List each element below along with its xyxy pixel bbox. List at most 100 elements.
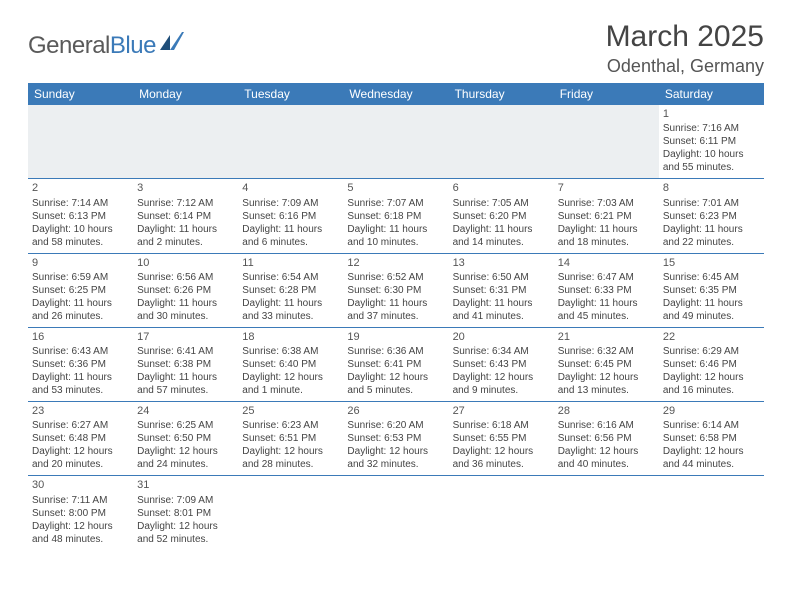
daylight-label: Daylight: 12 hours and 32 minutes. xyxy=(347,445,444,471)
sunset-label: Sunset: 6:48 PM xyxy=(32,432,129,445)
sunset-label: Sunset: 6:41 PM xyxy=(347,358,444,371)
daylight-label: Daylight: 11 hours and 57 minutes. xyxy=(137,371,234,397)
sunrise-label: Sunrise: 7:01 AM xyxy=(663,197,760,210)
sunset-label: Sunset: 6:18 PM xyxy=(347,210,444,223)
sunrise-label: Sunrise: 7:12 AM xyxy=(137,197,234,210)
sunset-label: Sunset: 6:56 PM xyxy=(558,432,655,445)
calendar-row: 2Sunrise: 7:14 AMSunset: 6:13 PMDaylight… xyxy=(28,179,764,253)
calendar-day-cell: 4Sunrise: 7:09 AMSunset: 6:16 PMDaylight… xyxy=(238,179,343,253)
sunrise-label: Sunrise: 6:47 AM xyxy=(558,271,655,284)
sunrise-label: Sunrise: 7:11 AM xyxy=(32,494,129,507)
daylight-label: Daylight: 12 hours and 16 minutes. xyxy=(663,371,760,397)
day-number: 2 xyxy=(32,181,129,195)
calendar-empty-cell xyxy=(449,105,554,179)
sunrise-label: Sunrise: 6:54 AM xyxy=(242,271,339,284)
daylight-label: Daylight: 10 hours and 58 minutes. xyxy=(32,223,129,249)
calendar-day-cell: 21Sunrise: 6:32 AMSunset: 6:45 PMDayligh… xyxy=(554,327,659,401)
sunrise-label: Sunrise: 7:05 AM xyxy=(453,197,550,210)
calendar-day-cell: 18Sunrise: 6:38 AMSunset: 6:40 PMDayligh… xyxy=(238,327,343,401)
sunset-label: Sunset: 6:46 PM xyxy=(663,358,760,371)
calendar-day-cell: 19Sunrise: 6:36 AMSunset: 6:41 PMDayligh… xyxy=(343,327,448,401)
sunrise-label: Sunrise: 7:09 AM xyxy=(242,197,339,210)
calendar-empty-cell xyxy=(554,476,659,550)
sunset-label: Sunset: 8:00 PM xyxy=(32,507,129,520)
calendar-row: 23Sunrise: 6:27 AMSunset: 6:48 PMDayligh… xyxy=(28,402,764,476)
day-number: 13 xyxy=(453,256,550,270)
daylight-label: Daylight: 11 hours and 53 minutes. xyxy=(32,371,129,397)
day-number: 31 xyxy=(137,478,234,492)
calendar-empty-cell xyxy=(343,476,448,550)
weekday-header: Monday xyxy=(133,83,238,105)
calendar-day-cell: 7Sunrise: 7:03 AMSunset: 6:21 PMDaylight… xyxy=(554,179,659,253)
daylight-label: Daylight: 12 hours and 24 minutes. xyxy=(137,445,234,471)
day-number: 16 xyxy=(32,330,129,344)
daylight-label: Daylight: 11 hours and 18 minutes. xyxy=(558,223,655,249)
day-number: 1 xyxy=(663,107,760,121)
day-number: 11 xyxy=(242,256,339,270)
page-header: GeneralBlue March 2025 Odenthal, Germany xyxy=(28,20,764,77)
sunset-label: Sunset: 6:53 PM xyxy=(347,432,444,445)
daylight-label: Daylight: 12 hours and 20 minutes. xyxy=(32,445,129,471)
calendar-day-cell: 27Sunrise: 6:18 AMSunset: 6:55 PMDayligh… xyxy=(449,402,554,476)
calendar-day-cell: 26Sunrise: 6:20 AMSunset: 6:53 PMDayligh… xyxy=(343,402,448,476)
daylight-label: Daylight: 11 hours and 22 minutes. xyxy=(663,223,760,249)
sunrise-label: Sunrise: 6:27 AM xyxy=(32,419,129,432)
logo-text-blue: Blue xyxy=(110,32,156,59)
calendar-body: 1Sunrise: 7:16 AMSunset: 6:11 PMDaylight… xyxy=(28,105,764,550)
sunrise-label: Sunrise: 6:18 AM xyxy=(453,419,550,432)
day-number: 30 xyxy=(32,478,129,492)
daylight-label: Daylight: 11 hours and 14 minutes. xyxy=(453,223,550,249)
sunset-label: Sunset: 6:58 PM xyxy=(663,432,760,445)
sunset-label: Sunset: 6:16 PM xyxy=(242,210,339,223)
day-number: 9 xyxy=(32,256,129,270)
daylight-label: Daylight: 12 hours and 40 minutes. xyxy=(558,445,655,471)
calendar-table: SundayMondayTuesdayWednesdayThursdayFrid… xyxy=(28,83,764,550)
calendar-day-cell: 14Sunrise: 6:47 AMSunset: 6:33 PMDayligh… xyxy=(554,253,659,327)
sunrise-label: Sunrise: 6:36 AM xyxy=(347,345,444,358)
calendar-empty-cell xyxy=(28,105,133,179)
calendar-empty-cell xyxy=(449,476,554,550)
calendar-day-cell: 31Sunrise: 7:09 AMSunset: 8:01 PMDayligh… xyxy=(133,476,238,550)
sunset-label: Sunset: 6:31 PM xyxy=(453,284,550,297)
daylight-label: Daylight: 11 hours and 2 minutes. xyxy=(137,223,234,249)
sunset-label: Sunset: 6:55 PM xyxy=(453,432,550,445)
calendar-empty-cell xyxy=(554,105,659,179)
sunrise-label: Sunrise: 6:16 AM xyxy=(558,419,655,432)
sunrise-label: Sunrise: 7:16 AM xyxy=(663,122,760,135)
sunset-label: Sunset: 6:43 PM xyxy=(453,358,550,371)
daylight-label: Daylight: 12 hours and 36 minutes. xyxy=(453,445,550,471)
calendar-empty-cell xyxy=(238,476,343,550)
daylight-label: Daylight: 11 hours and 45 minutes. xyxy=(558,297,655,323)
logo-text: GeneralBlue xyxy=(28,32,156,60)
day-number: 7 xyxy=(558,181,655,195)
calendar-day-cell: 24Sunrise: 6:25 AMSunset: 6:50 PMDayligh… xyxy=(133,402,238,476)
sunset-label: Sunset: 6:23 PM xyxy=(663,210,760,223)
calendar-day-cell: 13Sunrise: 6:50 AMSunset: 6:31 PMDayligh… xyxy=(449,253,554,327)
calendar-day-cell: 9Sunrise: 6:59 AMSunset: 6:25 PMDaylight… xyxy=(28,253,133,327)
day-number: 12 xyxy=(347,256,444,270)
calendar-day-cell: 11Sunrise: 6:54 AMSunset: 6:28 PMDayligh… xyxy=(238,253,343,327)
day-number: 23 xyxy=(32,404,129,418)
sunset-label: Sunset: 6:33 PM xyxy=(558,284,655,297)
sunrise-label: Sunrise: 6:38 AM xyxy=(242,345,339,358)
day-number: 14 xyxy=(558,256,655,270)
weekday-header: Saturday xyxy=(659,83,764,105)
daylight-label: Daylight: 12 hours and 1 minute. xyxy=(242,371,339,397)
daylight-label: Daylight: 11 hours and 30 minutes. xyxy=(137,297,234,323)
sunrise-label: Sunrise: 6:23 AM xyxy=(242,419,339,432)
day-number: 26 xyxy=(347,404,444,418)
calendar-empty-cell xyxy=(133,105,238,179)
day-number: 19 xyxy=(347,330,444,344)
calendar-empty-cell xyxy=(343,105,448,179)
calendar-day-cell: 6Sunrise: 7:05 AMSunset: 6:20 PMDaylight… xyxy=(449,179,554,253)
sunrise-label: Sunrise: 6:52 AM xyxy=(347,271,444,284)
sunset-label: Sunset: 6:36 PM xyxy=(32,358,129,371)
calendar-row: 16Sunrise: 6:43 AMSunset: 6:36 PMDayligh… xyxy=(28,327,764,401)
weekday-header: Tuesday xyxy=(238,83,343,105)
sunrise-label: Sunrise: 7:14 AM xyxy=(32,197,129,210)
sunrise-label: Sunrise: 6:43 AM xyxy=(32,345,129,358)
day-number: 20 xyxy=(453,330,550,344)
logo-text-gray: General xyxy=(28,32,110,59)
calendar-day-cell: 8Sunrise: 7:01 AMSunset: 6:23 PMDaylight… xyxy=(659,179,764,253)
sunrise-label: Sunrise: 6:25 AM xyxy=(137,419,234,432)
